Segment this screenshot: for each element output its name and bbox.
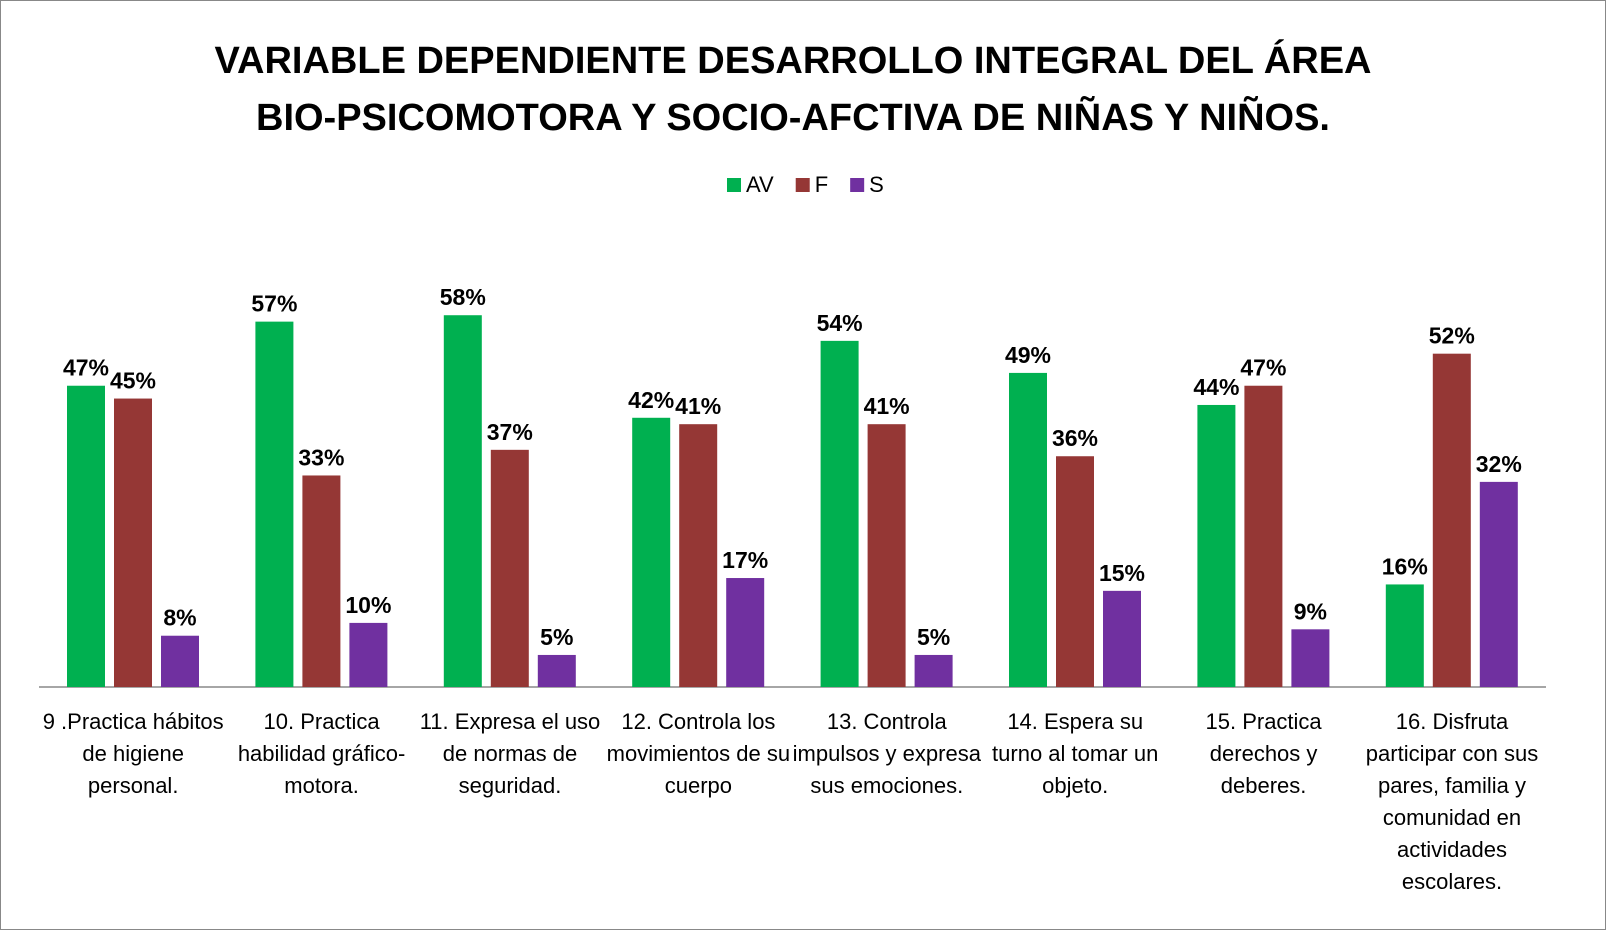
legend-swatch xyxy=(850,178,865,192)
bar xyxy=(867,424,906,687)
value-label: 15% xyxy=(1099,560,1145,586)
value-label: 52% xyxy=(1429,323,1475,349)
x-tick-label: 12. Controla los movimientos de su cuerp… xyxy=(606,709,791,798)
value-label: 5% xyxy=(540,624,573,650)
bar xyxy=(1009,372,1047,687)
bar xyxy=(537,654,576,687)
value-label: 58% xyxy=(440,284,486,310)
bar xyxy=(632,417,671,687)
legend-label: S xyxy=(869,172,884,197)
bar xyxy=(255,321,294,687)
bar xyxy=(114,398,152,687)
legend-label: AV xyxy=(746,172,774,197)
legend-swatch xyxy=(727,178,741,192)
value-label: 32% xyxy=(1476,451,1522,477)
bar xyxy=(820,340,859,687)
chart-title: BIO-PSICOMOTORA Y SOCIO-AFCTIVA DE NIÑAS… xyxy=(256,95,1330,139)
x-tick-label: 16. Disfruta participar con sus pares, f… xyxy=(1365,709,1539,894)
bar xyxy=(443,315,482,687)
value-label: 10% xyxy=(345,592,391,618)
value-label: 36% xyxy=(1052,425,1098,451)
bar xyxy=(1479,481,1518,687)
value-label: 44% xyxy=(1193,374,1239,400)
bar xyxy=(349,622,388,687)
value-label: 45% xyxy=(110,368,156,394)
x-tick-label: 14. Espera su turno al tomar un objeto. xyxy=(992,709,1159,798)
bar xyxy=(1103,590,1141,687)
bar xyxy=(726,578,765,687)
value-label: 54% xyxy=(817,310,863,336)
value-label: 42% xyxy=(628,387,674,413)
value-label: 8% xyxy=(163,605,196,631)
x-tick-label: 11. Expresa el uso de normas de segurida… xyxy=(419,709,601,798)
value-label: 37% xyxy=(487,419,533,445)
bar xyxy=(679,424,718,687)
x-tick-label: 9 .Practica hábitos de higiene personal. xyxy=(42,709,224,798)
bar xyxy=(1244,385,1283,687)
value-label: 16% xyxy=(1382,553,1428,579)
legend-swatch xyxy=(795,178,810,192)
x-tick-label: 15. Practica derechos y deberes. xyxy=(1205,709,1322,798)
x-tick-label: 13. Controla impulsos y expresa sus emoc… xyxy=(792,709,981,798)
chart-title: VARIABLE DEPENDIENTE DESARROLLO INTEGRAL… xyxy=(215,38,1372,82)
value-label: 41% xyxy=(675,393,721,419)
value-label: 47% xyxy=(63,355,109,381)
bar xyxy=(1197,404,1236,687)
bar xyxy=(1385,584,1424,687)
value-label: 47% xyxy=(1240,355,1286,381)
bar xyxy=(302,475,341,687)
value-label: 41% xyxy=(864,393,910,419)
value-label: 57% xyxy=(251,291,297,317)
x-tick-label: 10. Practica habilidad gráfico-motora. xyxy=(237,709,406,798)
bar xyxy=(67,385,105,687)
bar xyxy=(1432,353,1471,687)
bar xyxy=(1056,456,1094,687)
value-label: 5% xyxy=(917,624,950,650)
value-label: 49% xyxy=(1005,342,1051,368)
legend-label: F xyxy=(815,172,828,197)
bar xyxy=(161,635,199,687)
value-label: 17% xyxy=(722,547,768,573)
bar xyxy=(1291,629,1330,687)
value-label: 33% xyxy=(298,444,344,470)
bar xyxy=(490,449,529,687)
value-label: 9% xyxy=(1294,598,1327,624)
bar xyxy=(914,654,953,687)
